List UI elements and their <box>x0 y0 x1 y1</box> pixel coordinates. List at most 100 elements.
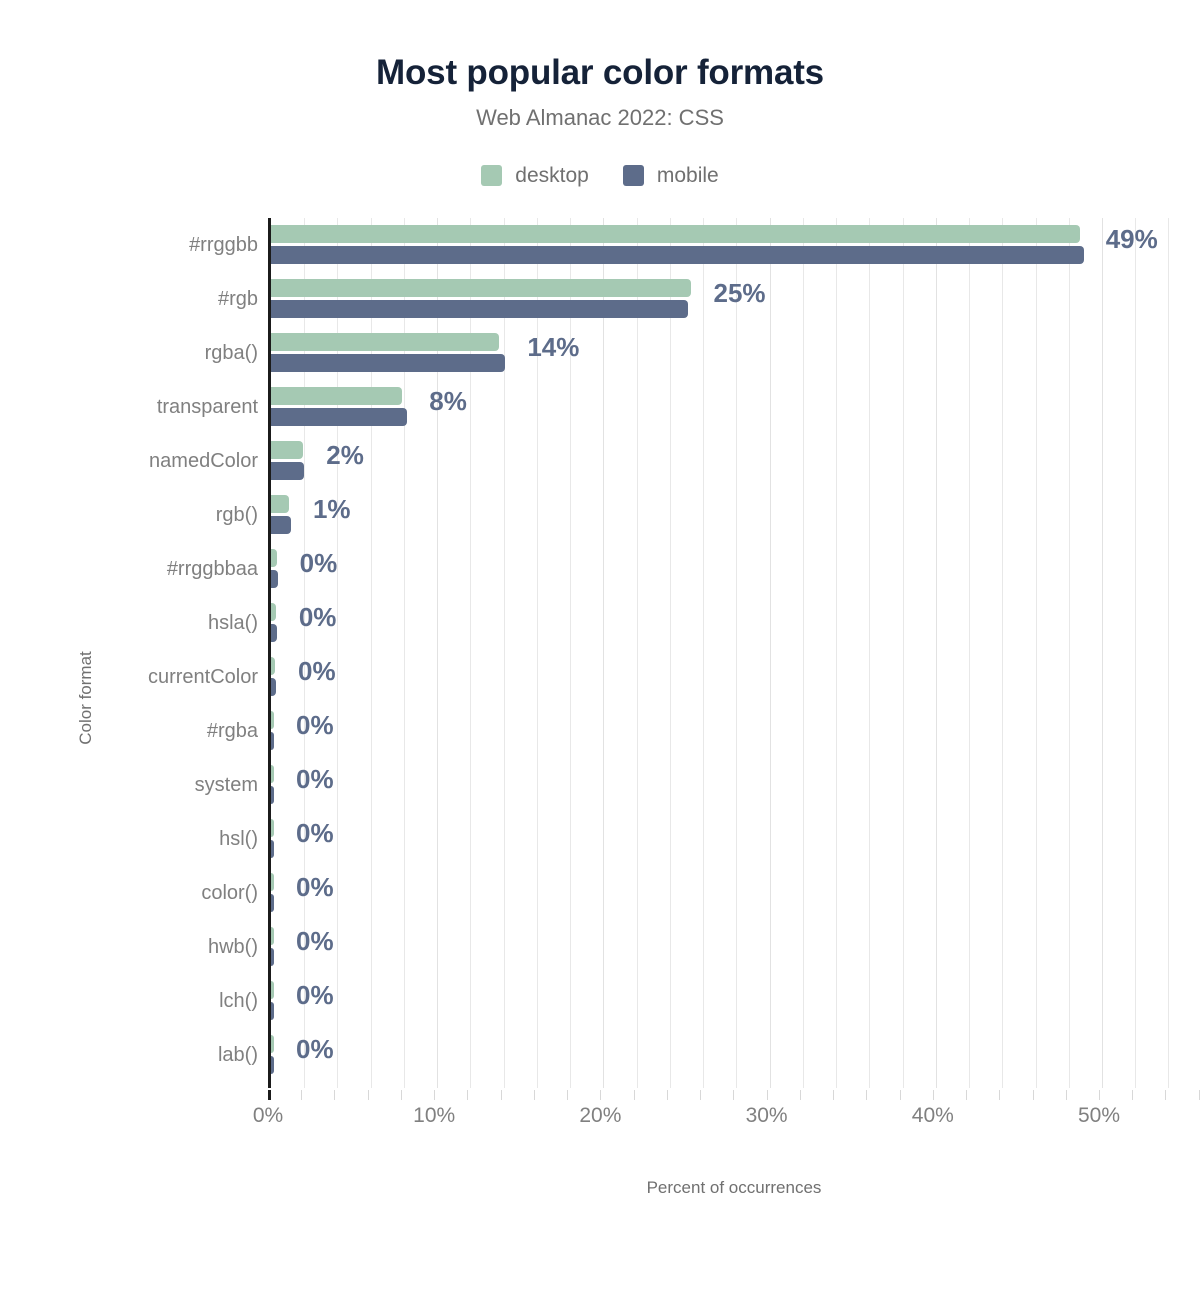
x-tick-label-1: 10% <box>413 1104 456 1128</box>
bar-group <box>271 387 1200 427</box>
bar-mobile[interactable] <box>271 840 274 859</box>
legend-swatch-icon <box>622 165 644 187</box>
x-tick-mark <box>301 1090 303 1101</box>
bar-row[interactable]: 49% <box>271 218 1200 272</box>
bar-desktop[interactable] <box>271 1035 274 1054</box>
bar-value-label: 0% <box>296 926 334 957</box>
bar-row[interactable]: 0% <box>271 974 1200 1028</box>
bar-desktop[interactable] <box>271 711 274 730</box>
bar-value-label: 8% <box>429 386 467 417</box>
bar-row[interactable]: 0% <box>271 758 1200 812</box>
bar-mobile[interactable] <box>271 300 689 319</box>
bar-desktop[interactable] <box>271 549 277 568</box>
y-axis-label-5: rgb() <box>215 504 258 527</box>
bar-row[interactable]: 0% <box>271 542 1200 596</box>
bar-row[interactable]: 0% <box>271 920 1200 974</box>
bar-desktop[interactable] <box>271 873 274 892</box>
x-tick-mark <box>600 1090 602 1101</box>
bar-desktop[interactable] <box>271 819 274 838</box>
x-tick-label-3: 30% <box>745 1104 788 1128</box>
bar-row[interactable]: 0% <box>271 650 1200 704</box>
bar-mobile[interactable] <box>271 570 278 589</box>
bar-value-label: 25% <box>713 278 766 309</box>
x-tick-mark <box>1165 1090 1167 1101</box>
x-tick-mark <box>833 1090 835 1101</box>
bar-mobile[interactable] <box>271 1056 274 1075</box>
bar-group <box>271 441 1200 481</box>
x-tick-mark <box>533 1090 535 1101</box>
bar-row[interactable]: 0% <box>271 1028 1200 1082</box>
y-axis-label-3: transparent <box>156 396 258 419</box>
bar-value-label: 1% <box>312 494 351 525</box>
x-tick-mark <box>334 1090 336 1101</box>
bar-desktop[interactable] <box>271 981 274 1000</box>
bar-value-label: 0% <box>296 710 334 741</box>
bar-row[interactable]: 25% <box>271 272 1200 326</box>
legend-item-desktop[interactable]: desktop <box>481 164 589 188</box>
legend-swatch-icon <box>481 165 503 187</box>
bar-mobile[interactable] <box>271 354 506 373</box>
x-tick-mark <box>799 1090 801 1101</box>
bar-mobile[interactable] <box>271 948 274 967</box>
bar-group <box>271 225 1200 265</box>
bar-mobile[interactable] <box>271 246 1084 265</box>
bar-row[interactable]: 0% <box>271 866 1200 920</box>
bar-mobile[interactable] <box>271 516 291 535</box>
bar-mobile[interactable] <box>271 462 305 481</box>
bar-desktop[interactable] <box>271 657 276 676</box>
x-tick-mark <box>467 1090 469 1101</box>
bar-mobile[interactable] <box>271 1002 274 1021</box>
x-tick-mark <box>400 1090 402 1101</box>
bar-row[interactable]: 0% <box>271 596 1200 650</box>
bar-desktop[interactable] <box>271 927 274 946</box>
bar-mobile[interactable] <box>271 786 274 805</box>
bar-mobile[interactable] <box>271 624 277 643</box>
bar-mobile[interactable] <box>271 732 274 751</box>
bar-row[interactable]: 14% <box>271 326 1200 380</box>
bar-value-label: 49% <box>1105 224 1158 255</box>
bar-desktop[interactable] <box>271 495 290 514</box>
chart-legend: desktop mobile <box>0 164 1200 188</box>
bar-value-label: 14% <box>527 332 580 363</box>
x-axis-title: Percent of occurrences <box>646 1178 822 1198</box>
bar-mobile[interactable] <box>271 894 274 913</box>
x-tick-mark <box>866 1090 868 1101</box>
y-axis-label-12: color() <box>201 882 258 905</box>
bar-rows: 49% 25% 14% 8% 2% 1% 0% 0% 0% 0% 0% 0% 0% 0% 0% 0% <box>271 218 1200 1088</box>
bar-row[interactable]: 8% <box>271 380 1200 434</box>
bar-row[interactable]: 2% <box>271 434 1200 488</box>
bar-desktop[interactable] <box>271 765 274 784</box>
bar-row[interactable]: 0% <box>271 704 1200 758</box>
bar-desktop[interactable] <box>271 225 1081 244</box>
bar-mobile[interactable] <box>271 678 276 697</box>
bar-value-label: 0% <box>296 1034 334 1065</box>
bar-group <box>271 333 1200 373</box>
x-tick-mark <box>1099 1090 1100 1101</box>
bar-desktop[interactable] <box>271 279 692 298</box>
bar-row[interactable]: 1% <box>271 488 1200 542</box>
y-axis-label-9: #rgba <box>206 720 258 743</box>
bar-row[interactable]: 0% <box>271 812 1200 866</box>
legend-label: desktop <box>515 164 589 188</box>
legend-item-mobile[interactable]: mobile <box>622 165 719 187</box>
bar-desktop[interactable] <box>271 603 276 622</box>
x-tick-mark <box>1032 1090 1034 1101</box>
bar-group <box>271 495 1200 535</box>
bar-group <box>271 927 1200 967</box>
bar-desktop[interactable] <box>271 333 499 352</box>
bar-mobile[interactable] <box>271 408 408 427</box>
x-tick-mark <box>999 1090 1001 1101</box>
bar-desktop[interactable] <box>271 441 303 460</box>
bar-group <box>271 549 1200 589</box>
plot-area: 49% 25% 14% 8% 2% 1% 0% 0% 0% 0% 0% 0% 0% 0% 0% 0% <box>268 218 1200 1089</box>
x-tick-mark <box>700 1090 702 1101</box>
bar-group <box>271 711 1200 751</box>
x-tick-mark <box>666 1090 668 1101</box>
bar-value-label: 0% <box>298 602 337 633</box>
bar-group <box>271 819 1200 859</box>
bar-desktop[interactable] <box>271 387 403 406</box>
x-tick-label-4: 40% <box>911 1104 954 1128</box>
y-axis-label-14: lch() <box>219 990 258 1013</box>
chart-title: Most popular color formats <box>376 53 824 92</box>
x-tick-label-0: 0% <box>252 1104 284 1128</box>
